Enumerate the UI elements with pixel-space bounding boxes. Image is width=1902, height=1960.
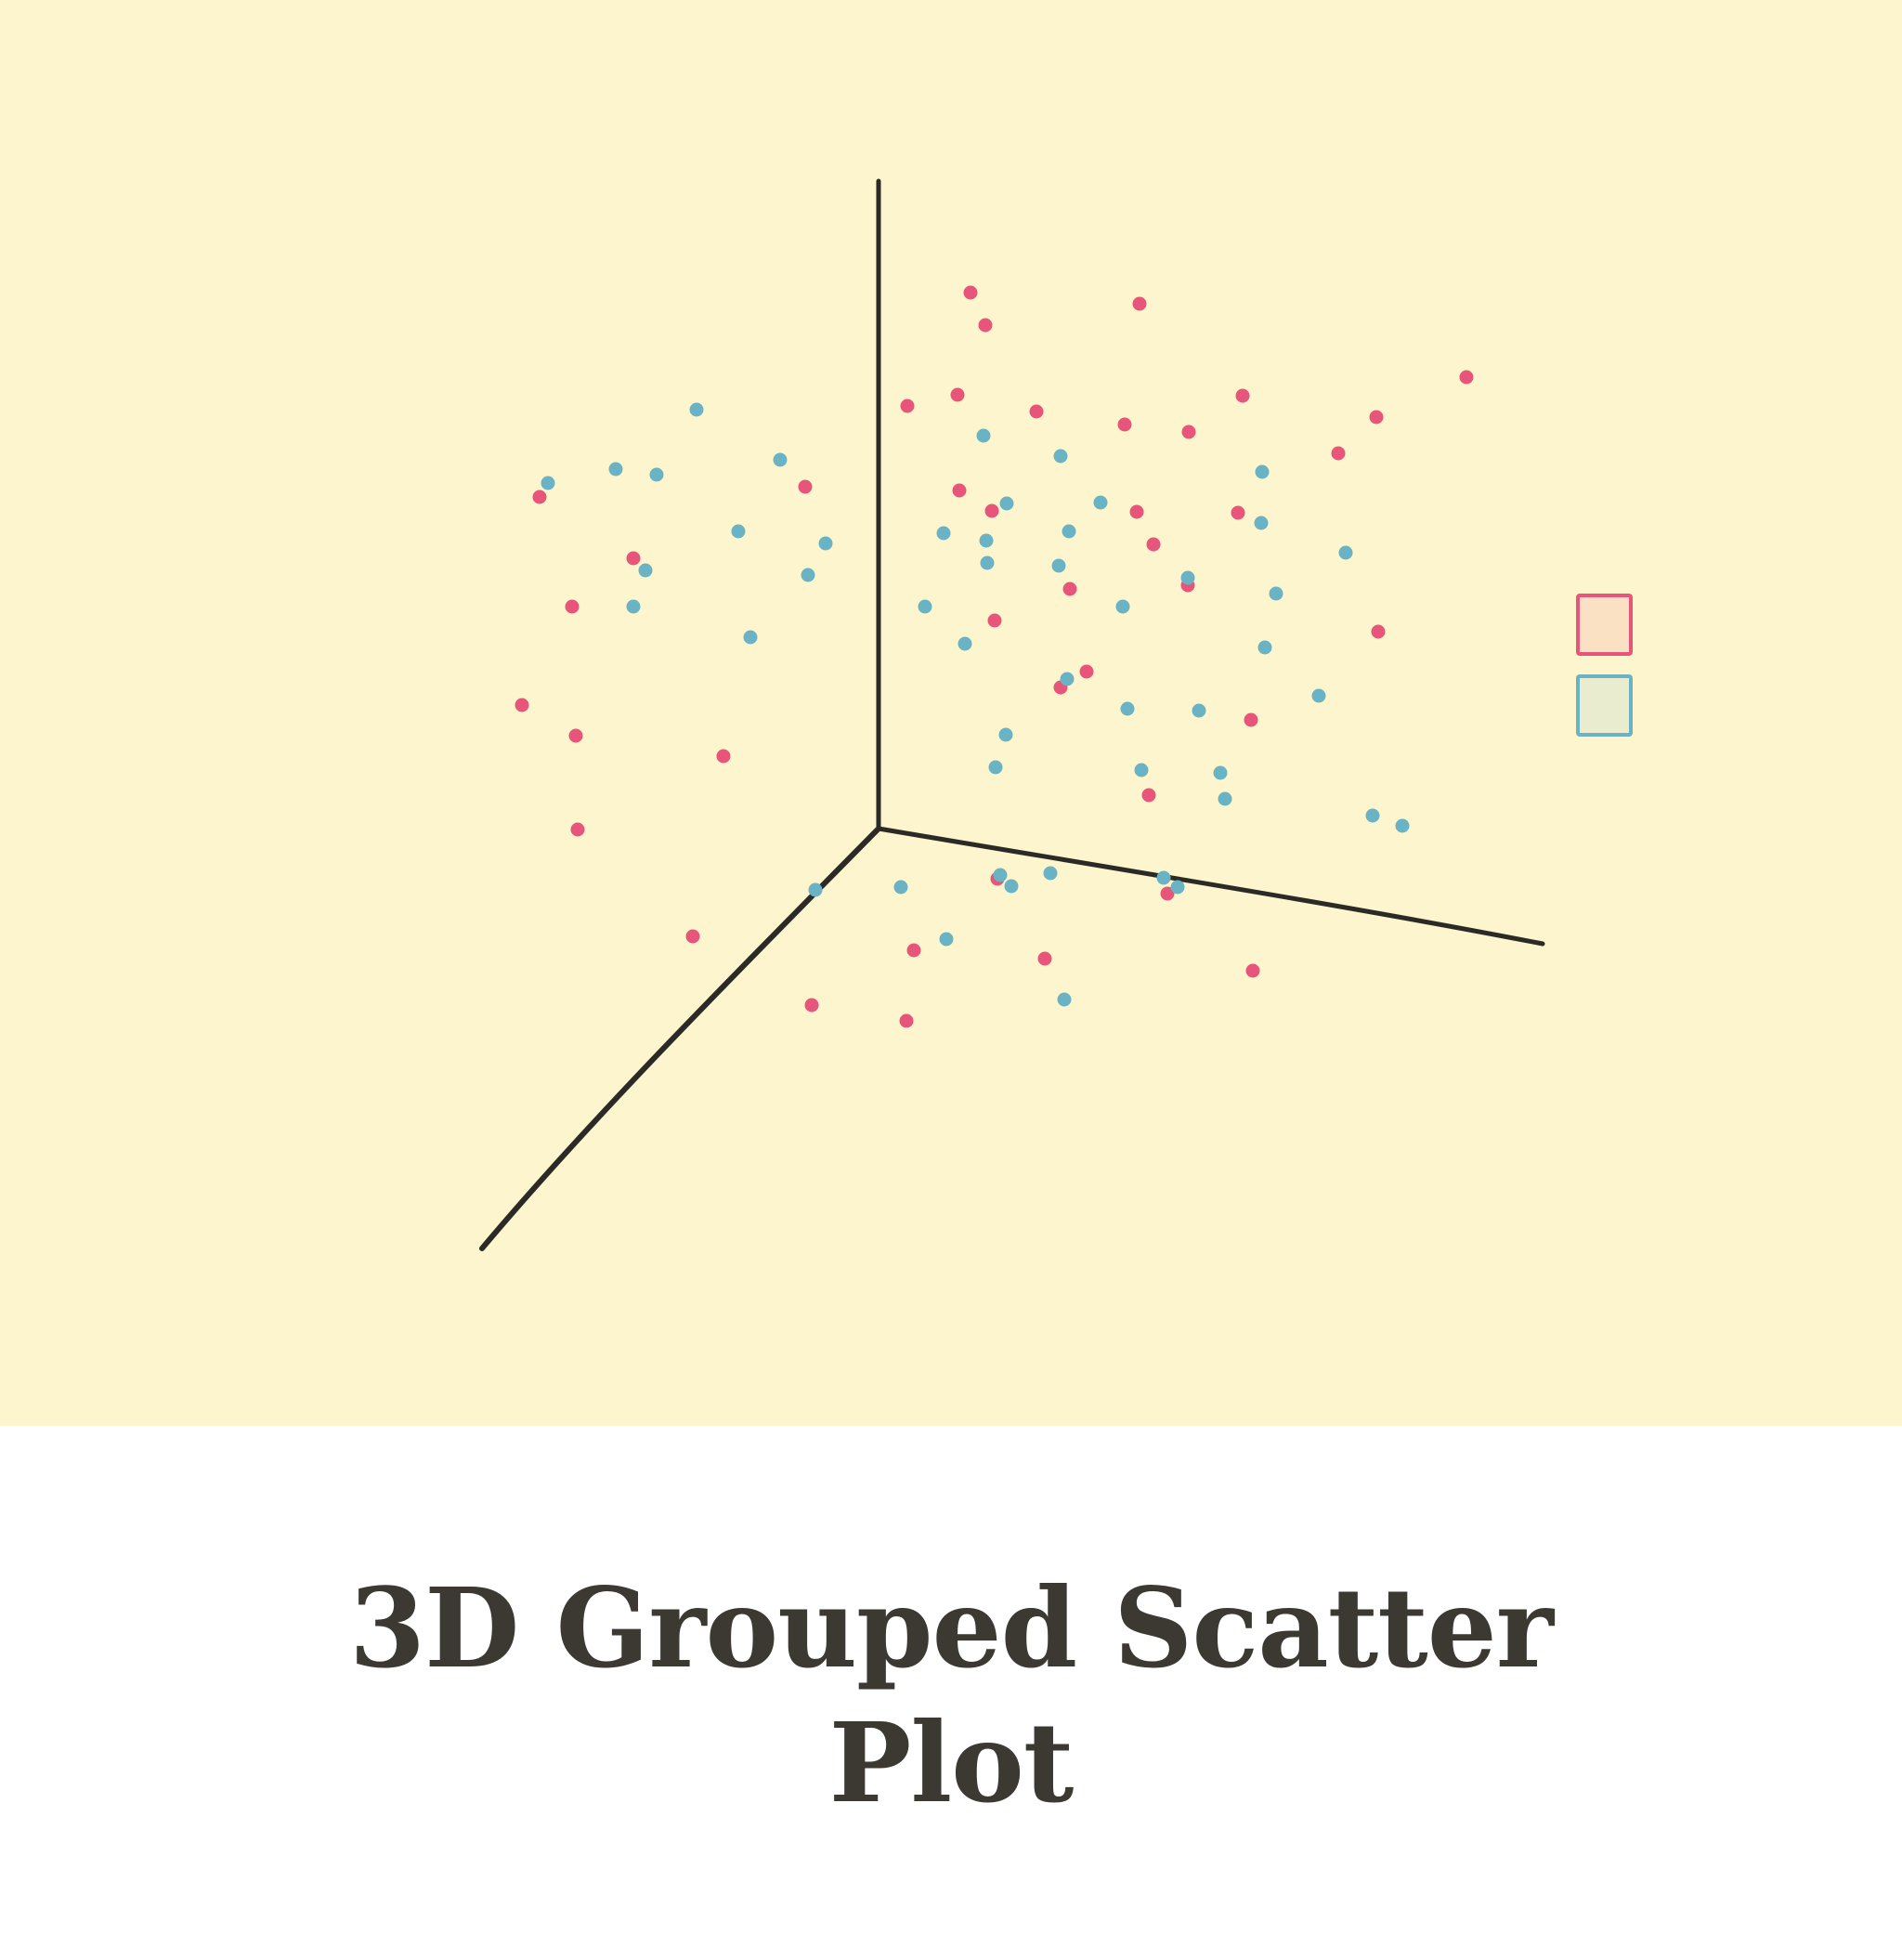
scatter-point-red-14: [984, 503, 999, 518]
scatter-point-blue-11: [731, 524, 746, 539]
chart-title-line-1: 3D Grouped Scatter: [349, 1563, 1554, 1692]
scatter-point-blue-4: [773, 452, 788, 467]
scatter-point-red-38: [804, 998, 819, 1013]
scatter-point-red-10: [1459, 370, 1474, 385]
scatter-point-blue-10: [1254, 516, 1269, 530]
scatter-point-red-9: [1369, 410, 1384, 425]
scatter-point-blue-14: [979, 533, 994, 548]
scatter-point-blue-16: [1338, 545, 1353, 560]
scatter-point-blue-29: [743, 630, 758, 645]
chart-title: 3D Grouped Scatter Plot: [0, 1561, 1902, 1830]
scatter-point-blue-42: [993, 868, 1008, 882]
scatter-point-red-0: [963, 285, 978, 300]
scatter-point-blue-30: [1120, 701, 1135, 716]
scatter-point-red-25: [1079, 664, 1094, 679]
scatter-point-blue-8: [1255, 464, 1270, 479]
scatter-point-blue-27: [1257, 640, 1272, 655]
scatter-point-blue-24: [918, 599, 932, 614]
scatter-point-blue-43: [1004, 879, 1019, 894]
scatter-point-blue-20: [980, 555, 995, 570]
scatter-point-blue-34: [988, 760, 1003, 775]
scatter-point-red-1: [1132, 296, 1147, 311]
scatter-point-blue-0: [689, 402, 704, 417]
scatter-point-blue-41: [893, 880, 908, 895]
scatter-point-blue-32: [1311, 688, 1326, 703]
scatter-point-red-34: [1160, 886, 1175, 901]
scatter-point-blue-28: [1060, 672, 1075, 686]
scatter-point-blue-48: [1057, 992, 1072, 1007]
legend-swatch-red: [1576, 594, 1633, 656]
scatter-point-red-35: [685, 929, 700, 944]
scatter-point-blue-36: [1213, 765, 1228, 780]
scatter-point-blue-25: [958, 636, 972, 651]
scatter-point-blue-40: [808, 882, 823, 897]
scatter-point-red-8: [1235, 388, 1250, 403]
scatter-point-red-4: [950, 387, 965, 402]
scatter-point-blue-35: [1134, 763, 1149, 777]
scatter-point-red-21: [987, 613, 1002, 628]
scatter-point-red-36: [906, 943, 921, 958]
chart-title-line-2: Plot: [828, 1698, 1075, 1827]
scatter-point-blue-21: [1051, 558, 1066, 573]
scatter-point-red-11: [532, 490, 547, 504]
scatter-point-red-12: [798, 479, 813, 494]
plot-area: [0, 0, 1902, 1426]
scatter-point-red-22: [1062, 581, 1077, 596]
scatter-point-red-6: [1117, 417, 1132, 432]
scatter-point-red-15: [1129, 504, 1144, 519]
data-points: [515, 285, 1474, 1028]
scatter-point-blue-39: [1395, 818, 1410, 833]
x-axis-line: [876, 826, 1545, 947]
z-axis-line: [875, 178, 881, 830]
scatter-point-red-39: [899, 1013, 914, 1028]
scatter-point-red-31: [1141, 788, 1156, 803]
scatter-point-red-28: [568, 728, 583, 743]
scatter-point-red-37: [1037, 951, 1052, 966]
scatter-point-red-2: [978, 318, 993, 333]
scatter-point-blue-9: [999, 496, 1014, 511]
scatter-point-blue-45: [1156, 870, 1171, 885]
scatter-point-blue-6: [1053, 449, 1068, 464]
scatter-point-red-17: [1231, 505, 1245, 520]
scatter-point-blue-22: [1180, 570, 1195, 585]
scatter-point-blue-46: [1170, 880, 1185, 895]
scatter-point-red-32: [570, 822, 585, 837]
scatter-point-blue-38: [1365, 808, 1380, 823]
scatter-point-red-3: [900, 399, 915, 413]
scatter-point-red-5: [1029, 404, 1044, 419]
scatter-point-red-7: [1181, 425, 1196, 439]
scatter-point-blue-47: [939, 932, 954, 947]
scatter-point-red-20: [565, 599, 580, 614]
scatter-point-blue-7: [1093, 495, 1108, 510]
scatter-point-blue-12: [818, 536, 833, 551]
scatter-point-blue-3: [541, 476, 555, 490]
scatter-point-blue-15: [1062, 524, 1076, 539]
scatter-point-red-24: [1371, 624, 1386, 639]
scatter-point-blue-26: [1115, 599, 1130, 614]
scatter-point-blue-31: [998, 727, 1013, 742]
scatter-point-blue-1: [608, 462, 623, 477]
legend-swatch-blue: [1576, 674, 1633, 737]
scatter-point-blue-17: [638, 563, 653, 578]
scatter-point-red-18: [1331, 446, 1346, 461]
scatter-point-blue-18: [626, 599, 641, 614]
scatter-point-blue-33: [1192, 703, 1206, 718]
scatter-point-blue-13: [936, 526, 951, 541]
scatter-point-blue-19: [801, 568, 815, 582]
legend: [1576, 594, 1633, 737]
scatter-point-blue-5: [976, 428, 991, 443]
scatter-point-red-16: [1146, 537, 1161, 552]
scatter-point-red-40: [1245, 963, 1260, 978]
scatter-point-red-19: [626, 551, 641, 566]
scatter-point-red-30: [1244, 712, 1258, 727]
scatter-point-blue-23: [1269, 586, 1283, 601]
scatter-point-blue-37: [1218, 791, 1232, 806]
scatter-chart: [479, 178, 1633, 1251]
scatter-point-red-27: [515, 698, 529, 712]
scatter-point-blue-2: [649, 467, 664, 482]
scatter-point-red-13: [952, 483, 967, 498]
axes: [479, 178, 1545, 1251]
scatter-point-blue-44: [1043, 866, 1058, 881]
scatter-point-red-29: [716, 749, 731, 764]
